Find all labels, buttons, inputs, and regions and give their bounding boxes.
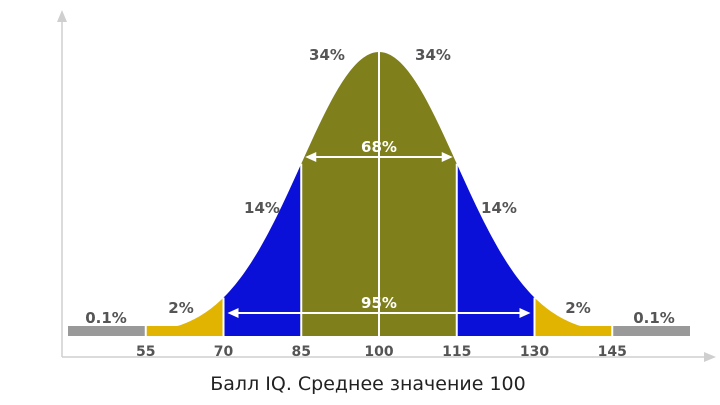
x-axis-arrow: [704, 352, 716, 362]
segment-label-1: 2%: [168, 299, 193, 317]
x-tick-115: 115: [442, 344, 471, 360]
range-label-0: 68%: [361, 138, 397, 156]
segment-area-3: [301, 52, 379, 336]
range-arrow-left-0: [305, 152, 317, 162]
x-tick-100: 100: [364, 344, 393, 360]
segment-label-4: 34%: [415, 46, 451, 64]
segment-label-6: 2%: [565, 299, 590, 317]
distribution-areas: [68, 52, 690, 336]
x-tick-labels: 55 70 85 100 115 130 145: [136, 344, 627, 360]
segment-area-6: [534, 297, 613, 336]
segment-area-5: [456, 163, 535, 336]
y-axis-arrow: [57, 10, 67, 22]
range-arrows: 68% 95%: [227, 138, 531, 318]
segment-label-3: 34%: [309, 46, 345, 64]
segment-area-4: [379, 52, 457, 336]
x-tick-85: 85: [292, 344, 311, 360]
segment-percent-labels: 0.1% 2% 14% 34% 34% 14% 2% 0.1%: [85, 46, 675, 327]
axes: [57, 10, 716, 362]
range-label-1: 95%: [361, 294, 397, 312]
x-axis-title: Балл IQ. Среднее значение 100: [210, 373, 526, 395]
range-arrow-right-1: [519, 308, 531, 318]
segment-area-7: [612, 326, 690, 336]
x-tick-130: 130: [520, 344, 549, 360]
segment-label-5: 14%: [481, 199, 517, 217]
x-tick-55: 55: [136, 344, 155, 360]
segment-area-2: [223, 163, 302, 336]
segment-label-0: 0.1%: [85, 309, 127, 327]
segment-label-2: 14%: [244, 199, 280, 217]
x-tick-145: 145: [598, 344, 627, 360]
segment-label-7: 0.1%: [633, 309, 675, 327]
segment-area-0: [68, 326, 146, 336]
x-tick-70: 70: [214, 344, 234, 360]
range-arrow-left-1: [227, 308, 239, 318]
segment-area-1: [145, 297, 224, 336]
segment-dividers: [144, 52, 614, 336]
range-arrow-right-0: [441, 152, 453, 162]
